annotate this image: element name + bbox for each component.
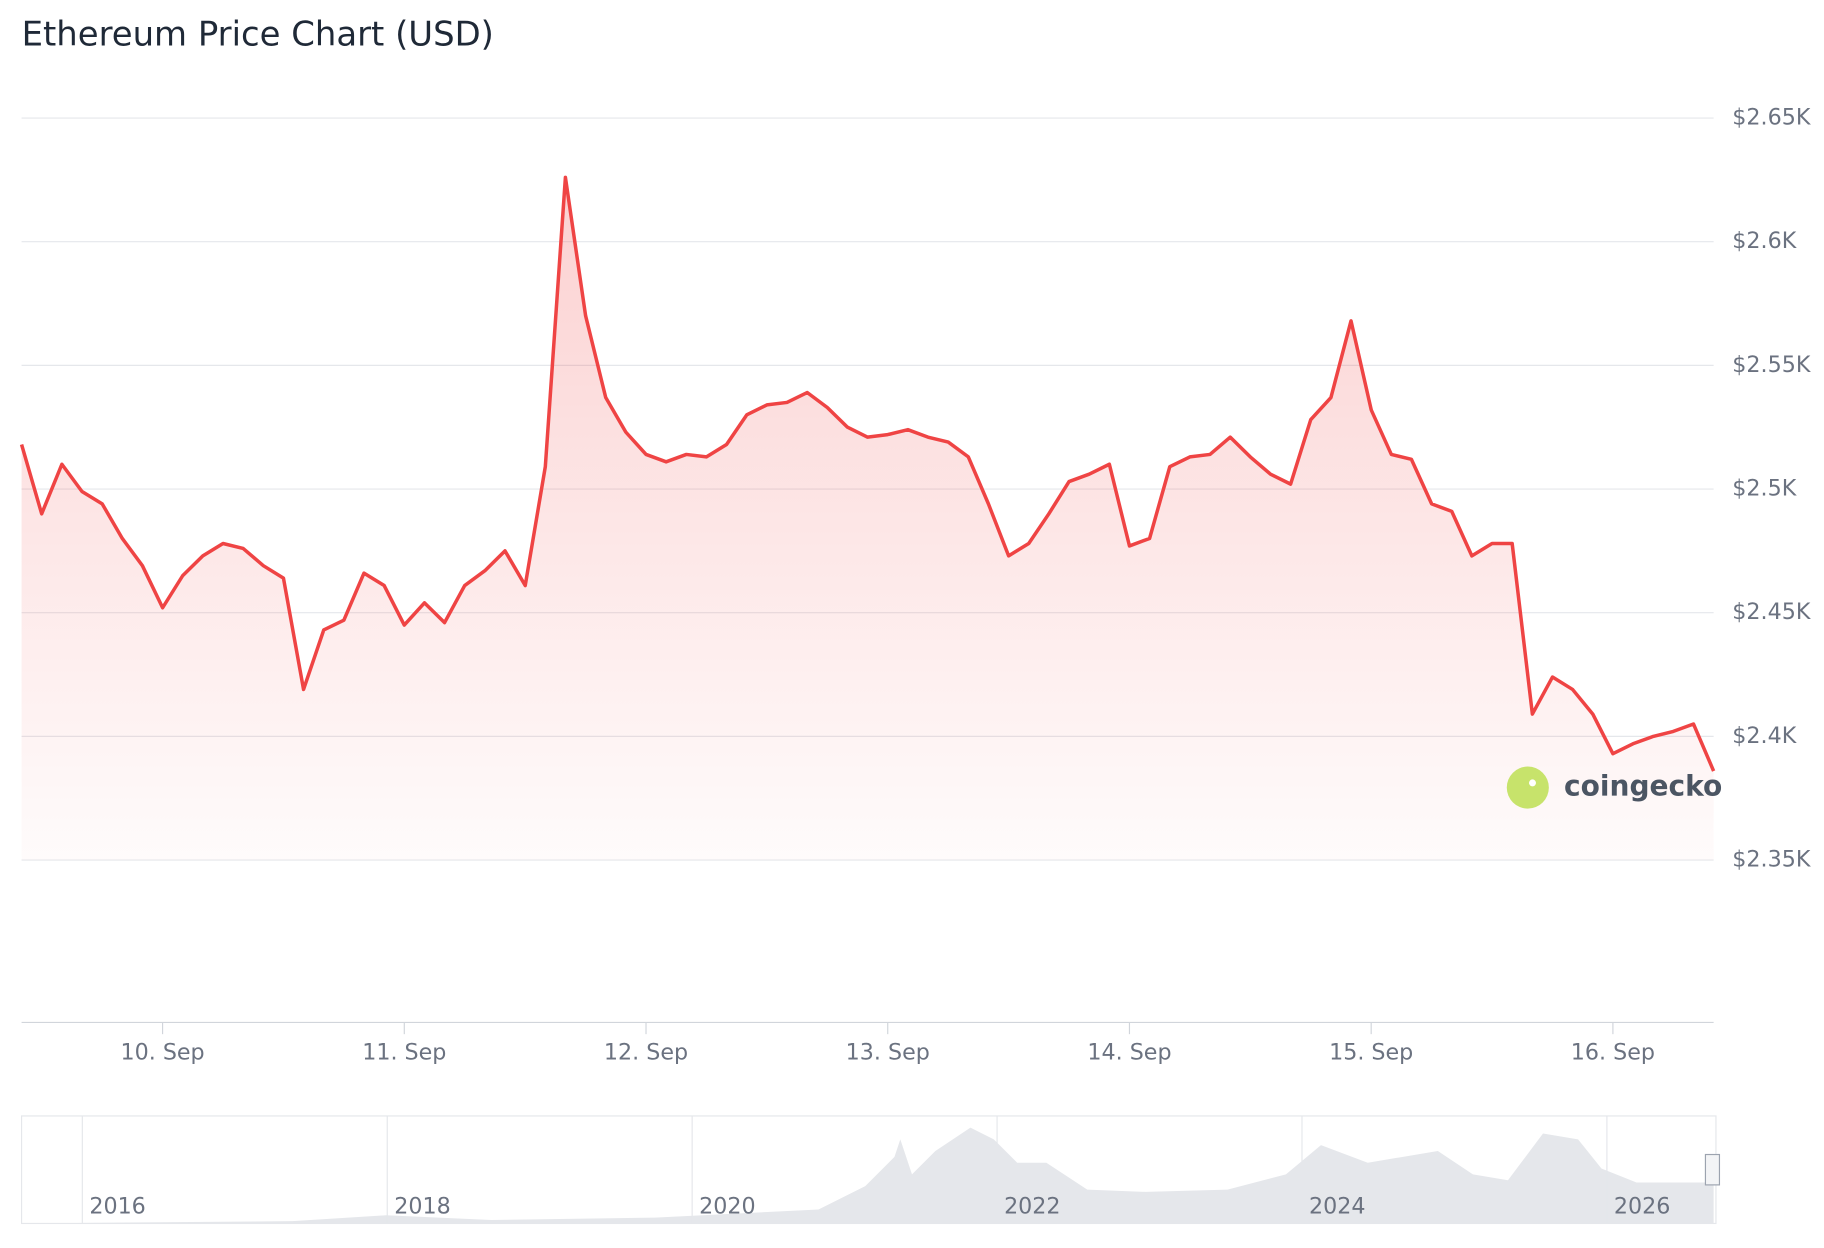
watermark: coingecko (1506, 766, 1722, 809)
y-tick-label: $2.6K (1732, 228, 1797, 254)
watermark-logo-eye (1528, 779, 1536, 787)
x-tick-label: 10. Sep (120, 1039, 204, 1065)
navigator-area (21, 1127, 1714, 1224)
price-area (21, 177, 1714, 861)
y-tick-label: $2.35K (1732, 847, 1812, 873)
navigator-label: 2016 (89, 1194, 145, 1220)
y-tick-label: $2.55K (1732, 352, 1812, 378)
watermark-logo (1506, 766, 1549, 809)
y-tick-label: $2.65K (1732, 105, 1812, 131)
navigator-label: 2018 (394, 1194, 450, 1220)
x-tick-label: 12. Sep (604, 1039, 688, 1065)
x-tick-label: 16. Sep (1571, 1039, 1655, 1065)
y-tick-label: $2.4K (1732, 723, 1797, 749)
y-tick-label: $2.5K (1732, 476, 1797, 502)
x-tick-label: 13. Sep (846, 1039, 930, 1065)
x-tick-label: 11. Sep (362, 1039, 446, 1065)
watermark-text: coingecko (1564, 770, 1722, 803)
navigator-label: 2024 (1309, 1194, 1365, 1220)
x-tick-label: 15. Sep (1329, 1039, 1413, 1065)
navigator-handle[interactable] (1704, 1153, 1721, 1186)
navigator-label: 2022 (1004, 1194, 1060, 1220)
navigator-label: 2020 (699, 1194, 755, 1220)
chart-title: Ethereum Price Chart (USD) (22, 15, 494, 54)
y-tick-label: $2.45K (1732, 599, 1812, 625)
price-line (19, 175, 1716, 772)
navigator (20, 1115, 1721, 1225)
navigator-label: 2026 (1614, 1194, 1670, 1220)
x-tick-label: 14. Sep (1087, 1039, 1171, 1065)
plot: $2.35K $2.4K $2.45K $2.5K $2.55K $2.6K $2.65K 1… (19, 105, 1812, 1065)
